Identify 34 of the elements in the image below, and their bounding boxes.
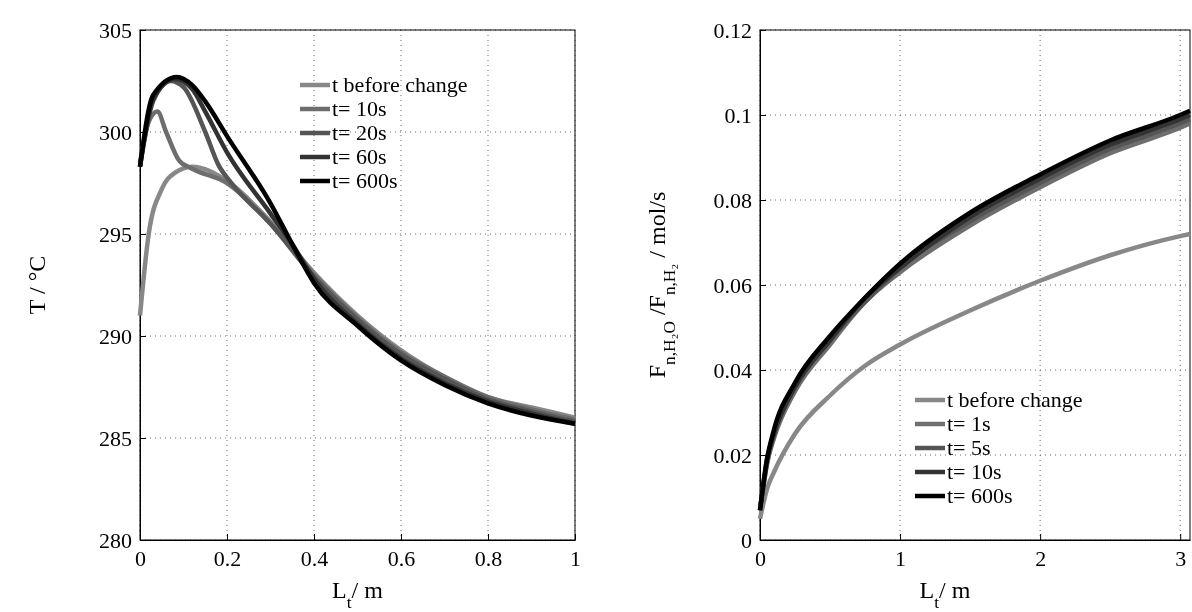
x-axis-title: L$_{t}$/ m: [332, 577, 384, 612]
x-tick-label: 0.4: [300, 545, 329, 571]
y-tick-label: 280: [99, 527, 132, 553]
y-axis-title: T / °C: [24, 255, 50, 315]
legend-label: t before change: [332, 72, 468, 97]
legend-label: t= 600s: [332, 168, 398, 193]
legend-label: t= 10s: [947, 459, 1002, 484]
y-tick-label: 0.12: [713, 17, 752, 43]
x-tick-label: 3: [1175, 545, 1187, 571]
x-tick-label: 1: [570, 545, 581, 571]
y-tick-label: 0.02: [713, 442, 752, 468]
legend-label: t= 1s: [947, 411, 991, 436]
y-tick-label: 285: [99, 425, 132, 451]
x-tick-label: 1: [895, 545, 907, 571]
y-tick-label: 0: [741, 527, 752, 553]
legend-label: t before change: [947, 387, 1083, 412]
legend-label: t= 600s: [947, 483, 1013, 508]
legend-label: t= 5s: [947, 435, 991, 460]
x-tick-label: 2: [1035, 545, 1047, 571]
y-tick-label: 0.04: [713, 357, 752, 383]
x-tick-label: 0.2: [213, 545, 242, 571]
legend-label: t= 60s: [332, 144, 387, 169]
y-tick-label: 0.06: [713, 272, 752, 298]
y-tick-label: 290: [99, 323, 132, 349]
x-tick-label: 0.6: [387, 545, 416, 571]
y-tick-label: 0.1: [724, 102, 752, 128]
y-tick-label: 0.08: [713, 187, 752, 213]
y-tick-label: 295: [99, 221, 132, 247]
legend-label: t= 20s: [332, 120, 387, 145]
y-tick-label: 300: [99, 119, 132, 145]
legend-label: t= 10s: [332, 96, 387, 121]
y-tick-label: 305: [99, 17, 132, 43]
x-tick-label: 0.8: [474, 545, 503, 571]
x-axis-title: L$_{t}$/ m: [919, 577, 971, 612]
